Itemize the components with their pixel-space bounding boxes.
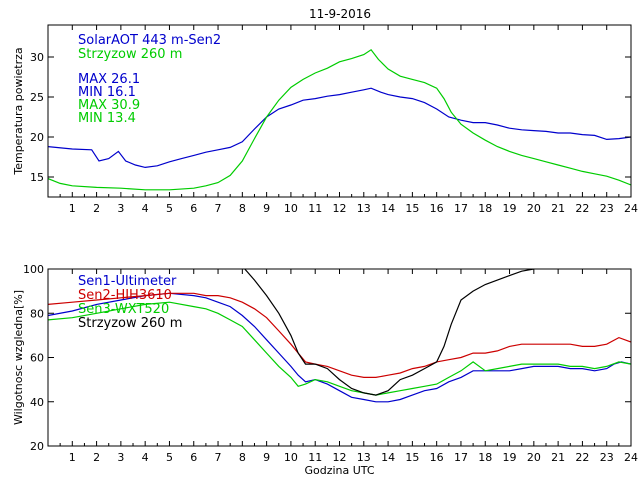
x-tick-label: 19 bbox=[503, 202, 517, 215]
series-line-solaraot-443-m-sen2 bbox=[48, 87, 631, 169]
x-tick-label: 14 bbox=[381, 451, 395, 464]
x-tick-label: 11 bbox=[308, 202, 322, 215]
x-tick-label: 23 bbox=[600, 451, 614, 464]
legend-entry: Sen3-WXT520 bbox=[78, 302, 169, 317]
y-tick-label: 15 bbox=[30, 171, 44, 184]
x-tick-label: 7 bbox=[215, 451, 222, 464]
y-tick-label: 20 bbox=[30, 131, 44, 144]
x-tick-label: 22 bbox=[575, 202, 589, 215]
x-tick-label: 19 bbox=[503, 451, 517, 464]
x-tick-label: 2 bbox=[93, 202, 100, 215]
series-line-sen1-ultimeter bbox=[48, 292, 631, 403]
y-tick-label: 40 bbox=[30, 396, 44, 409]
x-tick-label: 17 bbox=[454, 202, 468, 215]
legend-entry: Strzyzow 260 m bbox=[78, 47, 182, 62]
x-tick-label: 20 bbox=[527, 451, 541, 464]
y-tick-label: 100 bbox=[23, 263, 44, 276]
x-tick-label: 17 bbox=[454, 451, 468, 464]
legend-entry: Sen2-HIH3610 bbox=[78, 288, 172, 303]
x-tick-label: 24 bbox=[624, 451, 638, 464]
x-tick-label: 10 bbox=[284, 451, 298, 464]
y-tick-label: 80 bbox=[30, 307, 44, 320]
legend-entry: Strzyzow 260 m bbox=[78, 316, 182, 331]
x-tick-label: 13 bbox=[357, 202, 371, 215]
x-tick-label: 22 bbox=[575, 451, 589, 464]
series-line-strzyzow-260-m bbox=[48, 48, 631, 191]
x-tick-label: 5 bbox=[166, 451, 173, 464]
legend-entry: Sen1-Ultimeter bbox=[78, 274, 177, 289]
x-tick-label: 12 bbox=[333, 202, 347, 215]
chart-panel-1: 1 2 3 4 5 6 7 8 9 10 11 12 13 14 15 16 17 18 19 20 21 22 23 241… bbox=[12, 24, 638, 215]
stat-annotation: MAX 26.1 bbox=[78, 72, 140, 87]
x-tick-label: 21 bbox=[551, 202, 565, 215]
series-line-sen2-hih3610 bbox=[48, 292, 631, 378]
x-tick-label: 10 bbox=[284, 202, 298, 215]
y-tick-label: 60 bbox=[30, 352, 44, 365]
x-tick-label: 18 bbox=[478, 202, 492, 215]
x-tick-label: 14 bbox=[381, 202, 395, 215]
x-tick-label: 16 bbox=[430, 202, 444, 215]
x-tick-label: 8 bbox=[239, 202, 246, 215]
y-tick-label: 20 bbox=[30, 440, 44, 453]
stat-annotation: MIN 16.1 bbox=[78, 85, 136, 100]
x-tick-label: 23 bbox=[600, 202, 614, 215]
x-tick-label: 6 bbox=[190, 451, 197, 464]
x-tick-label: 20 bbox=[527, 202, 541, 215]
x-tick-label: 15 bbox=[405, 451, 419, 464]
stat-annotation: MAX 30.9 bbox=[78, 98, 140, 113]
x-tick-label: 6 bbox=[190, 202, 197, 215]
legend-entry: SolarAOT 443 m-Sen2 bbox=[78, 33, 221, 48]
x-axis-title: Godzina UTC bbox=[304, 464, 374, 477]
series-line-strzyzow-260-m bbox=[244, 269, 534, 396]
x-tick-label: 21 bbox=[551, 451, 565, 464]
y-axis-title: Temperatura powietrza bbox=[12, 47, 25, 175]
y-tick-label: 25 bbox=[30, 91, 44, 104]
x-tick-label: 3 bbox=[117, 451, 124, 464]
x-tick-label: 11 bbox=[308, 451, 322, 464]
x-tick-label: 16 bbox=[430, 451, 444, 464]
x-tick-label: 15 bbox=[405, 202, 419, 215]
x-tick-label: 24 bbox=[624, 202, 638, 215]
stat-annotation: MIN 13.4 bbox=[78, 111, 136, 126]
x-tick-label: 13 bbox=[357, 451, 371, 464]
x-tick-label: 7 bbox=[215, 202, 222, 215]
x-tick-label: 18 bbox=[478, 451, 492, 464]
chart-title: 11-9-2016 bbox=[309, 7, 371, 21]
x-tick-label: 1 bbox=[69, 202, 76, 215]
x-tick-label: 12 bbox=[333, 451, 347, 464]
x-tick-label: 9 bbox=[263, 202, 270, 215]
x-tick-label: 4 bbox=[142, 451, 149, 464]
chart-panel-2: 1 2 3 4 5 6 7 8 9 10 11 12 13 14 15 16 17 18 19 20 21 22 23 242… bbox=[12, 263, 638, 477]
x-tick-label: 9 bbox=[263, 451, 270, 464]
x-tick-label: 4 bbox=[142, 202, 149, 215]
x-tick-label: 2 bbox=[93, 451, 100, 464]
y-axis-title: Wilgotnosc wzgledna[%] bbox=[12, 290, 25, 425]
x-tick-label: 3 bbox=[117, 202, 124, 215]
x-tick-label: 8 bbox=[239, 451, 246, 464]
x-tick-label: 1 bbox=[69, 451, 76, 464]
y-tick-label: 30 bbox=[30, 51, 44, 64]
x-tick-label: 5 bbox=[166, 202, 173, 215]
chart-panels: 1 2 3 4 5 6 7 8 9 10 11 12 13 14 15 16 17 18 19 20 21 22 23 241… bbox=[12, 24, 638, 477]
